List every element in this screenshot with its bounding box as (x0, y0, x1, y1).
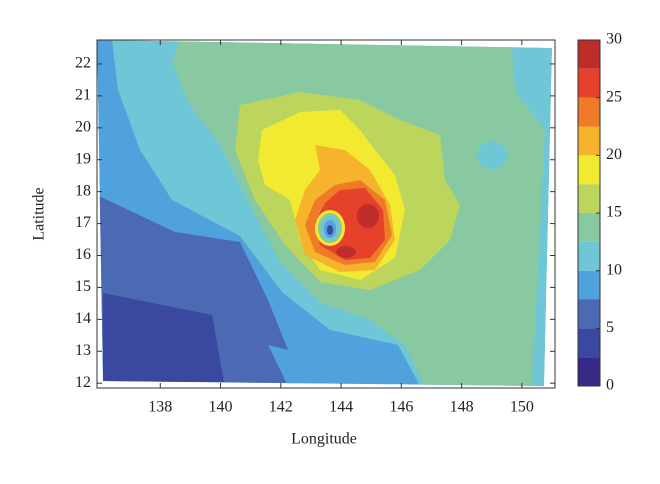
contour-band (357, 204, 379, 228)
plot-frame (96, 39, 556, 389)
colorbar-tick-label: 20 (606, 146, 622, 163)
contour-band (327, 225, 333, 235)
colorbar-band (578, 357, 600, 386)
y-tick-label: 20 (75, 118, 91, 135)
y-tick-label: 12 (75, 374, 91, 391)
colorbar-band (578, 299, 600, 329)
x-tick-label: 144 (329, 399, 353, 416)
y-tick-label: 22 (75, 55, 91, 72)
x-tick-label: 150 (510, 399, 534, 416)
x-tick-label: 138 (148, 399, 172, 416)
y-tick-label: 15 (75, 278, 91, 295)
y-tick-label: 17 (75, 214, 91, 231)
contour-band (336, 246, 356, 258)
colorbar-tick-label: 15 (606, 204, 622, 221)
colorbar-band (578, 40, 600, 69)
x-tick-label: 148 (450, 399, 474, 416)
colorbar-band (578, 328, 600, 358)
colorbar-tick-label: 25 (606, 88, 622, 105)
x-tick-label: 140 (209, 399, 233, 416)
y-tick-label: 21 (75, 87, 91, 104)
x-axis-label: Longitude (291, 431, 357, 448)
y-tick-label: 19 (75, 150, 91, 167)
y-tick-label: 14 (75, 310, 91, 327)
contour-band (103, 293, 224, 382)
colorbar-tick-label: 10 (606, 261, 622, 278)
y-axis-label: Latitude (31, 187, 48, 240)
colorbar-tick-label: 30 (606, 31, 622, 48)
contour-field (97, 40, 552, 386)
contour-band (512, 46, 552, 118)
x-tick-label: 146 (389, 399, 413, 416)
contour-band (268, 345, 400, 386)
y-tick-label: 18 (75, 182, 91, 199)
colorbar-tick-label: 5 (606, 319, 614, 336)
colorbar-band (578, 241, 600, 271)
y-tick-label: 13 (75, 342, 91, 359)
colorbar-band (578, 97, 600, 127)
colorbar-band (578, 126, 600, 156)
colorbar-band (578, 213, 600, 242)
colorbar-tick-label: 0 (606, 377, 614, 394)
contour-band (477, 141, 507, 169)
colorbar-band (578, 155, 600, 185)
y-tick-label: 16 (75, 246, 91, 263)
colorbar-band (578, 270, 600, 300)
colorbar-band (578, 184, 600, 213)
x-tick-label: 142 (269, 399, 293, 416)
colorbar-band (578, 68, 600, 98)
